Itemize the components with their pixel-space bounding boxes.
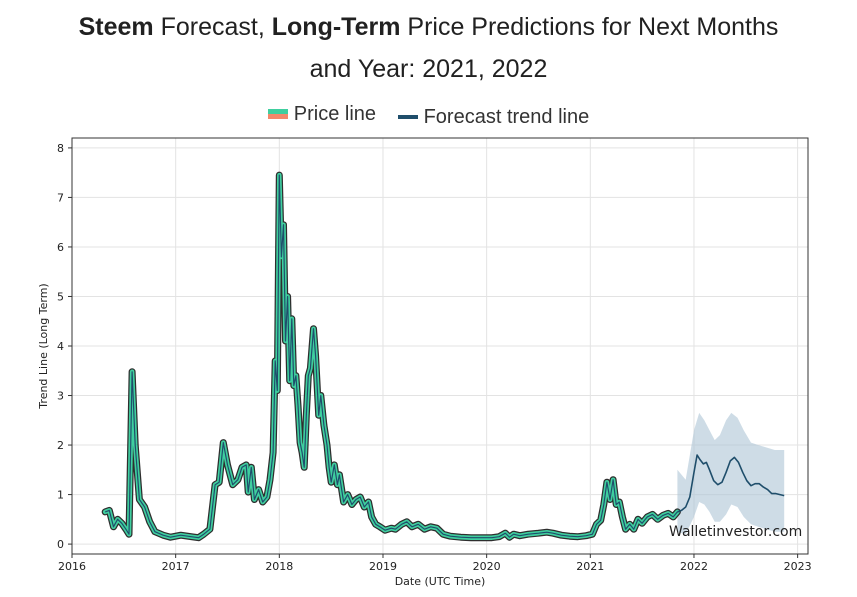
forecast-confidence-band [677,412,785,535]
title-forecast: Forecast, [153,13,272,41]
title-longterm: Long-Term [271,13,401,41]
forecast-trend-line [677,454,785,513]
legend-item-forecast: Forecast trend line [397,105,590,129]
legend-forecast-label: Forecast trend line [423,105,590,128]
legend-item-price: Price line [267,102,377,126]
price-line-outline [101,171,681,542]
x-axis-label: Date (UTC Time) [395,575,486,588]
y-tick-label: 0 [57,538,64,551]
x-tick-label: 2018 [265,560,293,573]
forecast-band-area [677,412,785,535]
legend-price-label: Price line [293,102,377,125]
y-tick-label: 3 [57,390,64,403]
chart-lines [101,171,785,542]
x-tick-label: 2016 [58,560,86,573]
price-line-swatch-icon [267,109,288,119]
y-tick-label: 2 [57,439,64,452]
y-tick-label: 1 [57,489,64,502]
y-tick-label: 5 [57,290,64,303]
y-tick-label: 8 [57,142,64,155]
x-tick-label: 2017 [162,560,190,573]
x-tick-label: 2020 [473,560,501,573]
x-tick-label: 2023 [784,560,812,573]
x-tick-label: 2021 [576,560,604,573]
y-tick-label: 4 [57,340,64,353]
forecast-line-swatch-icon [397,115,418,119]
title-coin: Steem [78,13,154,41]
y-tick-label: 6 [57,241,64,254]
y-tick-label: 7 [57,191,64,204]
title-line-2: and Year: 2021, 2022 [309,55,548,83]
x-tick-label: 2022 [680,560,708,573]
title-predictions: Price Predictions for Next Months [400,13,779,41]
y-axis-ticks: 0 1 2 3 4 5 6 7 8 [57,142,72,551]
chart-title: Steem Forecast, Long-Term Price Predicti… [0,6,857,90]
chart-legend: Price line Forecast trend line [0,102,857,129]
watermark-text: Walletinvestor.com [669,524,802,540]
price-line [102,172,680,540]
title-line-1: Steem Forecast, Long-Term Price Predicti… [0,6,857,48]
x-axis-ticks: 2016 2017 2018 2019 2020 2021 2022 2023 [58,554,812,573]
price-trend-core-line [104,174,678,539]
y-axis-label: Trend Line (Long Term) [37,283,50,409]
x-tick-label: 2019 [369,560,397,573]
